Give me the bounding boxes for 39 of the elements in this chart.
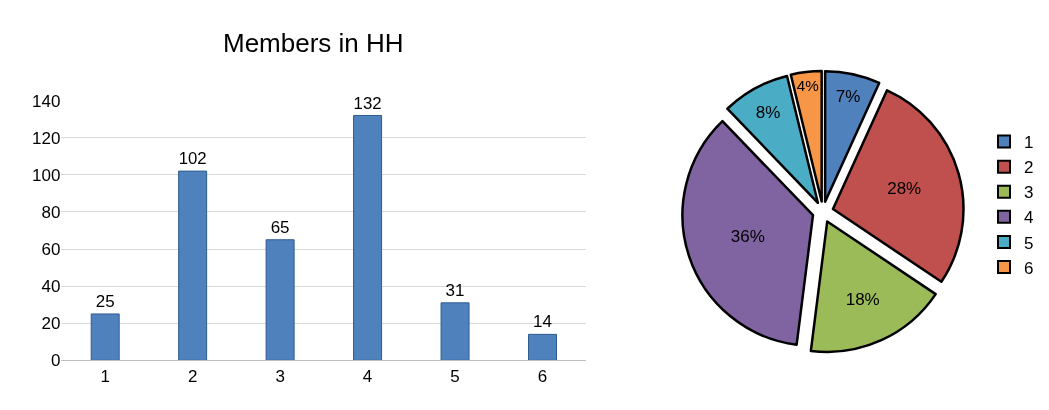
y-tick-label: 120 (32, 128, 61, 148)
legend-label: 4 (1024, 208, 1034, 228)
chart-title: Members in HH (223, 28, 404, 58)
bar (178, 170, 208, 361)
data-label: 28% (887, 179, 922, 199)
data-label: 31 (445, 280, 465, 300)
legend-label: 1 (1024, 133, 1034, 153)
data-label: 102 (178, 149, 207, 169)
data-label: 18% (845, 289, 880, 309)
x-tick-label: 2 (187, 366, 198, 386)
data-label: 25 (95, 291, 115, 311)
data-label: 65 (270, 217, 290, 237)
data-label: 36% (730, 227, 765, 247)
x-tick-label: 5 (450, 366, 460, 386)
data-label: 7% (835, 86, 861, 106)
y-tick-label: 100 (32, 165, 61, 185)
y-tick-label: 60 (41, 239, 61, 259)
x-tick-label: 1 (100, 366, 110, 386)
data-label: 132 (353, 93, 382, 113)
x-tick-label: 3 (275, 366, 285, 386)
x-tick-label: 6 (537, 366, 548, 386)
y-tick-label: 140 (32, 91, 61, 111)
legend-label: 6 (1024, 258, 1034, 278)
y-tick-label: 20 (41, 314, 61, 334)
y-tick-label: 80 (41, 202, 61, 222)
y-tick-label: 0 (50, 351, 61, 371)
data-label: 14 (533, 312, 552, 332)
y-tick-label: 40 (41, 277, 61, 297)
bar (90, 313, 120, 361)
legend-label: 2 (1024, 158, 1034, 178)
x-tick-label: 4 (362, 366, 373, 386)
data-label: 4% (796, 76, 819, 94)
legend-label: 5 (1024, 233, 1034, 253)
legend-label: 3 (1024, 183, 1034, 203)
data-label: 8% (755, 102, 781, 122)
bar (528, 333, 557, 361)
bar (265, 239, 295, 361)
bar (353, 114, 383, 361)
bar (440, 302, 470, 361)
